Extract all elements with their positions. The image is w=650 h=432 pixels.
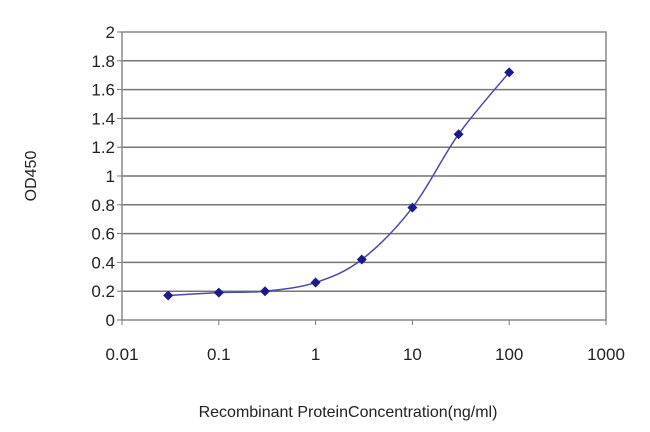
y-tick-label: 0.2 — [91, 282, 115, 301]
data-point — [407, 202, 418, 213]
x-axis-label: Recombinant ProteinConcentration(ng/ml) — [199, 404, 498, 421]
grid-lines — [122, 60, 606, 292]
y-tick-label: 1.4 — [91, 109, 115, 128]
x-tick-label: 0.01 — [105, 345, 138, 364]
y-axis: 0 0.2 0.4 0.6 0.8 1 1.2 1.4 1.6 1.8 2 — [91, 23, 122, 330]
x-tick-label: 100 — [495, 345, 523, 364]
y-tick-label: 1.6 — [91, 81, 115, 100]
y-tick-label: 0.4 — [91, 253, 115, 272]
y-tick-label: 0 — [106, 311, 115, 330]
data-point — [259, 286, 270, 297]
series — [163, 67, 515, 301]
x-tick-label: 0.1 — [207, 345, 231, 364]
y-tick-label: 0.8 — [91, 196, 115, 215]
data-point — [504, 67, 515, 78]
data-point — [356, 254, 367, 265]
x-tick-label: 1000 — [587, 345, 625, 364]
y-tick-label: 0.6 — [91, 225, 115, 244]
x-tick-label: 10 — [403, 345, 422, 364]
data-point — [453, 129, 464, 140]
data-point — [310, 277, 321, 288]
x-axis: 0.01 0.1 1 10 100 1000 — [105, 320, 625, 364]
y-tick-label: 1.2 — [91, 138, 115, 157]
data-point — [213, 287, 224, 298]
y-axis-label: OD450 — [23, 151, 40, 202]
data-point — [163, 290, 174, 301]
x-tick-label: 1 — [311, 345, 320, 364]
y-tick-label: 2 — [106, 23, 115, 42]
y-tick-label: 1 — [106, 167, 115, 186]
y-tick-label: 1.8 — [91, 52, 115, 71]
